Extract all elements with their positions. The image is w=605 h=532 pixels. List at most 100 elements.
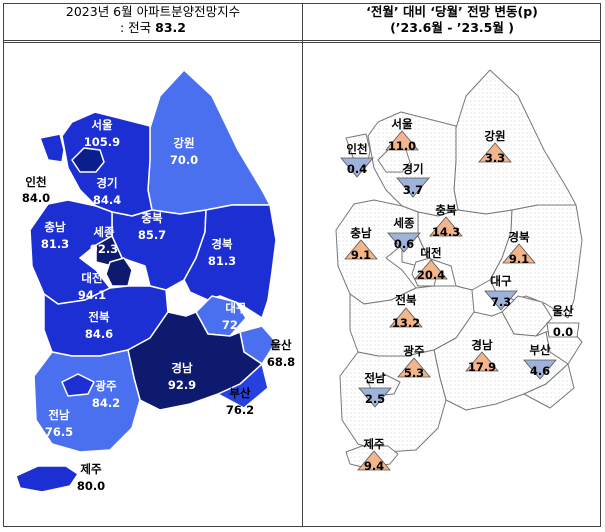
chungnam-name: 충남	[44, 220, 66, 234]
chg-daejeon-value: 20.4	[417, 268, 445, 282]
change-marker-incheon	[340, 157, 374, 178]
region-gangwon	[147, 69, 271, 215]
national-label: : 전국	[119, 20, 152, 35]
jeju-value: 80.0	[77, 479, 105, 493]
label-busan: 부산 76.2	[226, 386, 254, 417]
chg-chungbuk-value: 14.3	[432, 225, 460, 239]
left-header-national: : 전국 83.2	[4, 20, 302, 36]
outline-jeonnam	[339, 349, 447, 453]
change-map	[335, 69, 583, 469]
change-marker-daejeon	[414, 259, 448, 280]
change-marker-gangwon	[478, 142, 512, 163]
change-marker-seoul	[385, 130, 419, 151]
chg-chungnam-name: 충남	[350, 226, 372, 240]
chg-label-jeonnam: 전남 2.5	[364, 371, 386, 406]
gyeonggi-name: 경기	[96, 176, 117, 190]
change-marker-gyeonggi	[396, 177, 430, 198]
seoul-value: 105.9	[84, 135, 120, 149]
gangwon-value: 70.0	[170, 153, 198, 167]
chg-chungnam-value: 9.1	[351, 248, 371, 262]
chg-ulsan-value: 0.0	[553, 325, 573, 339]
chg-busan-name: 부산	[529, 343, 551, 357]
label-chungnam: 충남 81.3	[41, 220, 69, 251]
change-marker-chungbuk	[429, 216, 463, 237]
chg-jeonbuk-name: 전북	[395, 293, 417, 307]
label-gangwon: 강원 70.0	[170, 136, 198, 167]
label-jeonnam: 전남 76.5	[45, 408, 73, 439]
gyeonggi-value: 84.4	[93, 193, 121, 207]
gangwon-name: 강원	[173, 136, 194, 150]
gyeongbuk-name: 경북	[211, 237, 233, 251]
chg-gyeongbuk-name: 경북	[508, 230, 530, 244]
label-gyeongbuk: 경북 81.3	[208, 237, 236, 268]
change-marker-busan	[523, 359, 557, 380]
label-sejong: 세종 92.3	[90, 225, 118, 256]
chg-busan-value: 4.6	[530, 364, 550, 378]
chungbuk-value: 85.7	[138, 228, 166, 242]
outline-incheon	[345, 133, 371, 163]
chg-daejeon-name: 대전	[420, 246, 441, 260]
chg-label-sejong: 세종 0.6	[393, 216, 415, 251]
chg-jeju-value: 9.4	[364, 459, 384, 473]
chg-label-daegu: 대구 7.3	[490, 274, 512, 309]
label-gwangju: 광주 84.2	[92, 379, 120, 410]
chg-seoul-name: 서울	[391, 117, 413, 131]
sejong-name: 세종	[93, 225, 115, 239]
chg-label-gyeonggi: 경기 3.7	[402, 162, 423, 197]
chg-label-chungbuk: 충북 14.3	[432, 203, 460, 239]
incheon-value: 84.0	[22, 191, 50, 205]
jeju-name: 제주	[80, 462, 102, 476]
chg-gwangju-name: 광주	[403, 344, 425, 358]
label-daejeon: 대전 94.1	[78, 271, 106, 302]
chg-label-seoul: 서울 11.0	[388, 117, 416, 153]
chg-seoul-value: 11.0	[388, 139, 416, 153]
chg-chungbuk-name: 충북	[435, 203, 457, 217]
left-header: 2023년 6월 아파트분양전망지수 : 전국 83.2	[4, 4, 302, 40]
chg-gangwon-name: 강원	[484, 129, 505, 143]
chg-gyeonggi-value: 3.7	[403, 183, 423, 197]
daegu-name: 대구	[225, 301, 247, 315]
national-value: 83.2	[155, 20, 186, 35]
outline-busan	[523, 363, 575, 409]
region-jeju	[15, 465, 79, 493]
chg-incheon-value: 0.4	[347, 162, 367, 176]
region-gyeongbuk	[183, 204, 277, 319]
chg-sejong-name: 세종	[393, 216, 415, 230]
outline-gangwon	[453, 69, 577, 215]
right-header: ‘전월’ 대비 ‘당월’ 전망 변동(p) (’23.6월 - ’23.5월 )	[303, 4, 601, 40]
chg-label-gyeongbuk: 경북 9.1	[508, 230, 530, 266]
chg-label-gwangju: 광주 5.3	[403, 344, 425, 380]
change-markers	[340, 130, 580, 471]
chg-incheon-name: 인천	[346, 142, 367, 156]
right-header-period: (’23.6월 - ’23.5월 )	[390, 20, 514, 35]
change-marker-jeonnam	[358, 387, 392, 408]
index-labels: 서울 105.9 인천 84.0 경기 84.4 강원 70.0 충남 81.3 세종 92…	[22, 118, 295, 493]
gyeongnam-value: 92.9	[168, 378, 196, 392]
chg-label-gyeongnam: 경남 17.9	[468, 338, 496, 374]
gwangju-name: 광주	[95, 379, 117, 393]
chg-label-busan: 부산 4.6	[529, 343, 551, 378]
change-marker-daegu	[484, 290, 518, 311]
jeonnam-value: 76.5	[45, 425, 73, 439]
change-marker-gyeongbuk	[502, 243, 536, 264]
jeonnam-name: 전남	[48, 408, 70, 422]
left-header-title: 2023년 6월 아파트분양전망지수	[65, 4, 241, 19]
chg-label-jeju: 제주 9.4	[363, 437, 385, 473]
outline-gyeongbuk	[489, 204, 583, 319]
chg-jeonnam-name: 전남	[364, 371, 386, 385]
change-marker-jeonbuk	[389, 307, 423, 328]
index-map	[15, 69, 277, 493]
region-gyeongnam	[127, 311, 263, 411]
change-marker-ulsan	[546, 322, 580, 338]
right-header-title: ‘전월’ 대비 ‘당월’ 전망 변동(p)	[366, 4, 538, 19]
change-marker-gyeongnam	[465, 351, 499, 372]
change-marker-chungnam	[344, 239, 378, 260]
label-jeonbuk: 전북 84.6	[85, 310, 113, 341]
chg-gangwon-value: 3.3	[485, 151, 505, 165]
label-gyeonggi: 경기 84.4	[93, 176, 121, 207]
daegu-value: 72.7	[222, 318, 250, 332]
chg-ulsan-name: 울산	[552, 304, 574, 318]
label-daegu: 대구 72.7	[222, 301, 250, 332]
busan-name: 부산	[229, 386, 251, 400]
chg-sejong-value: 0.6	[394, 237, 414, 251]
